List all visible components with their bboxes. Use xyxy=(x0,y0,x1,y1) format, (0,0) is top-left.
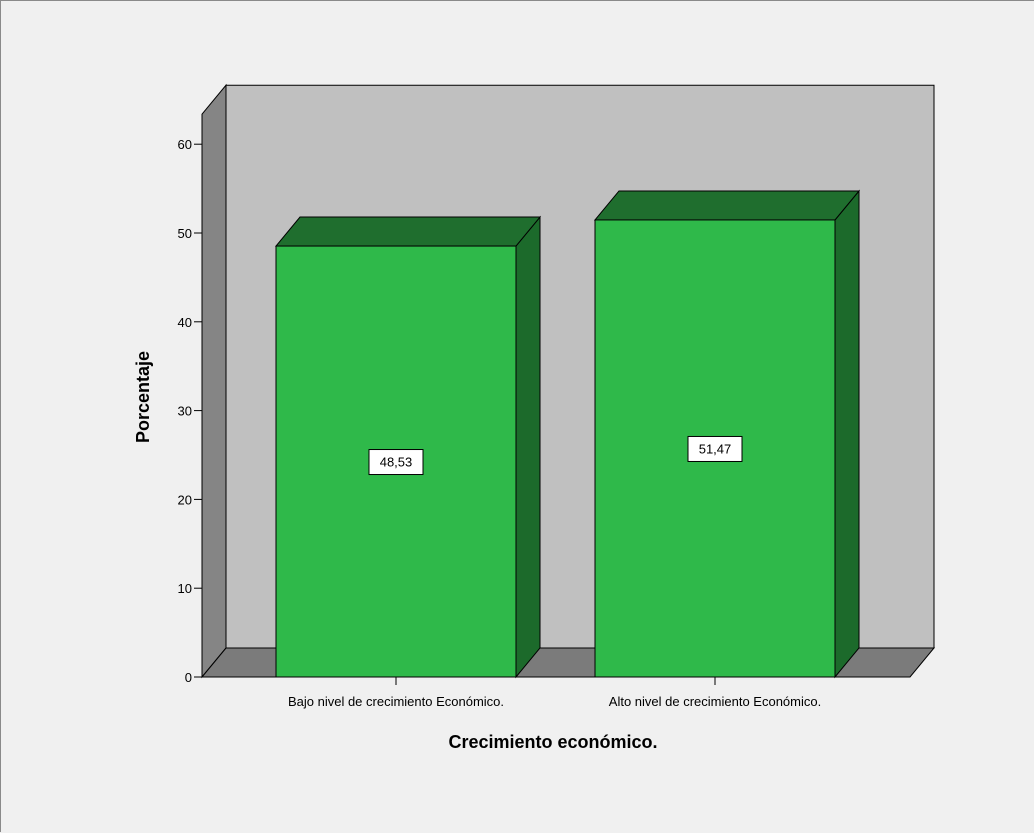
y-tick-label: 50 xyxy=(178,226,192,241)
y-tick-label: 60 xyxy=(178,137,192,152)
x-category-label: Alto nivel de crecimiento Económico. xyxy=(609,694,821,709)
y-tick-label: 0 xyxy=(185,670,192,685)
data-label-text: 48,53 xyxy=(380,455,413,470)
bar: 51,47 xyxy=(593,189,861,679)
y-tick-label: 30 xyxy=(178,404,192,419)
data-label: 51,47 xyxy=(687,435,743,462)
data-label: 48,53 xyxy=(368,449,424,476)
data-label-box xyxy=(687,435,743,462)
x-axis-title: Crecimiento económico. xyxy=(448,732,657,752)
data-label-text: 51,47 xyxy=(699,441,732,456)
y-axis-title: Porcentaje xyxy=(133,351,153,443)
bar: 48,53 xyxy=(274,215,542,679)
x-category-label: Bajo nivel de crecimiento Económico. xyxy=(288,694,504,709)
bar-side xyxy=(515,215,541,679)
bar-side xyxy=(834,189,860,679)
y-axis: 0 10 20 30 40 50 60 xyxy=(178,137,202,685)
y-tick-label: 10 xyxy=(178,581,192,596)
data-label-box xyxy=(368,449,424,476)
x-axis: Bajo nivel de crecimiento Económico. Alto… xyxy=(202,676,910,709)
bar-top xyxy=(274,216,542,247)
bar-top xyxy=(593,190,861,221)
y-tick-label: 40 xyxy=(178,315,192,330)
side-wall xyxy=(201,83,227,679)
bars: 48,53 51,47 xyxy=(274,189,861,679)
y-tick-label: 20 xyxy=(178,492,192,507)
